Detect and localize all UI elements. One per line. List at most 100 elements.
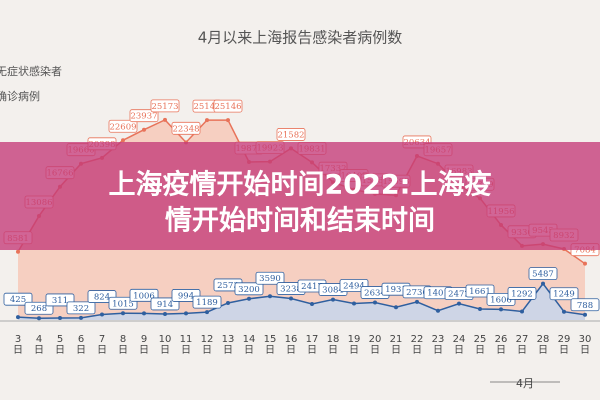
x-tick-label: 19日 <box>347 334 361 356</box>
point <box>520 309 524 314</box>
label-box <box>171 121 201 135</box>
data-label: 3084 <box>322 286 344 296</box>
x-tick-label: 16日 <box>284 334 298 356</box>
banner-text: 上海疫情开始时间2022:上海疫 <box>109 169 492 201</box>
point <box>205 310 209 315</box>
x-tick-label: 6日 <box>76 334 86 356</box>
x-tick-label: 28日 <box>536 334 550 356</box>
label-box <box>66 301 96 315</box>
label-box <box>528 267 558 281</box>
banner-text: 情开始时间和结束时间 <box>165 205 435 237</box>
point <box>79 315 83 320</box>
data-label: 994 <box>178 291 194 301</box>
point <box>226 118 230 123</box>
point <box>436 308 440 313</box>
data-label: 1931 <box>385 285 407 295</box>
label-box <box>150 99 180 113</box>
chart-title: 4月以来上海报告感染者病例数 <box>198 29 403 47</box>
label-box <box>549 287 579 301</box>
point <box>541 281 545 286</box>
point <box>310 301 314 306</box>
data-label: 788 <box>577 301 593 311</box>
point <box>247 296 251 301</box>
label-box <box>129 288 159 302</box>
data-label: 22348 <box>172 124 199 134</box>
x-tick-label: 21日 <box>389 334 403 356</box>
data-label: 1292 <box>511 289 533 299</box>
data-label: 311 <box>52 296 68 306</box>
point <box>37 316 41 321</box>
label-box <box>234 282 264 296</box>
point <box>226 300 230 305</box>
data-label: 268 <box>31 304 47 314</box>
x-tick-label: 9日 <box>139 334 149 356</box>
x-tick-label: 24日 <box>452 334 466 356</box>
data-label: 23937 <box>130 112 157 122</box>
data-label: 322 <box>73 304 89 314</box>
point <box>289 296 293 301</box>
legend-label: 无症状感染者 <box>0 64 62 78</box>
x-tick-label: 3日 <box>13 334 23 356</box>
x-axis-label: 4月 <box>516 377 534 390</box>
point <box>16 315 20 320</box>
point <box>562 309 566 314</box>
point <box>352 301 356 306</box>
x-tick-label: 12日 <box>200 334 214 356</box>
label-box <box>129 109 159 123</box>
data-label: 2736 <box>406 288 428 298</box>
point <box>142 127 146 132</box>
data-label: 25173 <box>151 102 178 112</box>
x-tick-label: 20日 <box>368 334 382 356</box>
data-label: 5487 <box>532 270 554 280</box>
point <box>478 306 482 311</box>
x-tick-label: 29日 <box>557 334 571 356</box>
point <box>58 315 62 320</box>
data-label: 3590 <box>259 274 281 284</box>
point <box>583 312 587 317</box>
data-label: 914 <box>157 300 173 310</box>
data-label: 25146 <box>214 102 241 112</box>
data-label: 1249 <box>553 290 575 300</box>
label-box <box>570 298 600 312</box>
data-label: 2417 <box>301 282 323 292</box>
data-label: 1006 <box>133 291 155 301</box>
banner <box>0 142 600 250</box>
x-tick-label: 22日 <box>410 334 424 356</box>
x-tick-label: 14日 <box>242 334 256 356</box>
x-tick-label: 27日 <box>515 334 529 356</box>
x-tick-label: 4日 <box>34 334 44 356</box>
point <box>457 301 461 306</box>
data-label: 21582 <box>277 130 304 140</box>
point <box>373 300 377 305</box>
label-box <box>192 295 222 309</box>
point <box>394 305 398 310</box>
data-label: 2494 <box>343 281 365 291</box>
label-box <box>108 119 138 133</box>
data-label: 1661 <box>469 287 491 297</box>
point <box>205 118 209 123</box>
data-label: 1606 <box>490 295 512 305</box>
point <box>499 307 503 312</box>
x-tick-label: 7日 <box>97 334 107 356</box>
data-label: 3200 <box>238 285 260 295</box>
point <box>121 138 125 143</box>
x-tick-label: 25日 <box>473 334 487 356</box>
data-label: 2634 <box>364 289 386 299</box>
point <box>100 312 104 317</box>
point <box>163 311 167 316</box>
label-box <box>213 99 243 113</box>
data-label: 22609 <box>109 122 136 132</box>
label-box <box>255 271 285 285</box>
x-tick-label: 8日 <box>118 334 128 356</box>
x-tick-label: 26日 <box>494 334 508 356</box>
x-tick-label: 18日 <box>326 334 340 356</box>
data-label: 2573 <box>217 281 239 291</box>
x-tick-label: 30日 <box>578 334 592 356</box>
data-label: 1189 <box>196 298 218 308</box>
point <box>121 311 125 316</box>
data-label: 7084 <box>574 246 596 256</box>
data-label: 3238 <box>280 285 302 295</box>
data-label: 425 <box>10 295 26 305</box>
point <box>268 294 272 299</box>
